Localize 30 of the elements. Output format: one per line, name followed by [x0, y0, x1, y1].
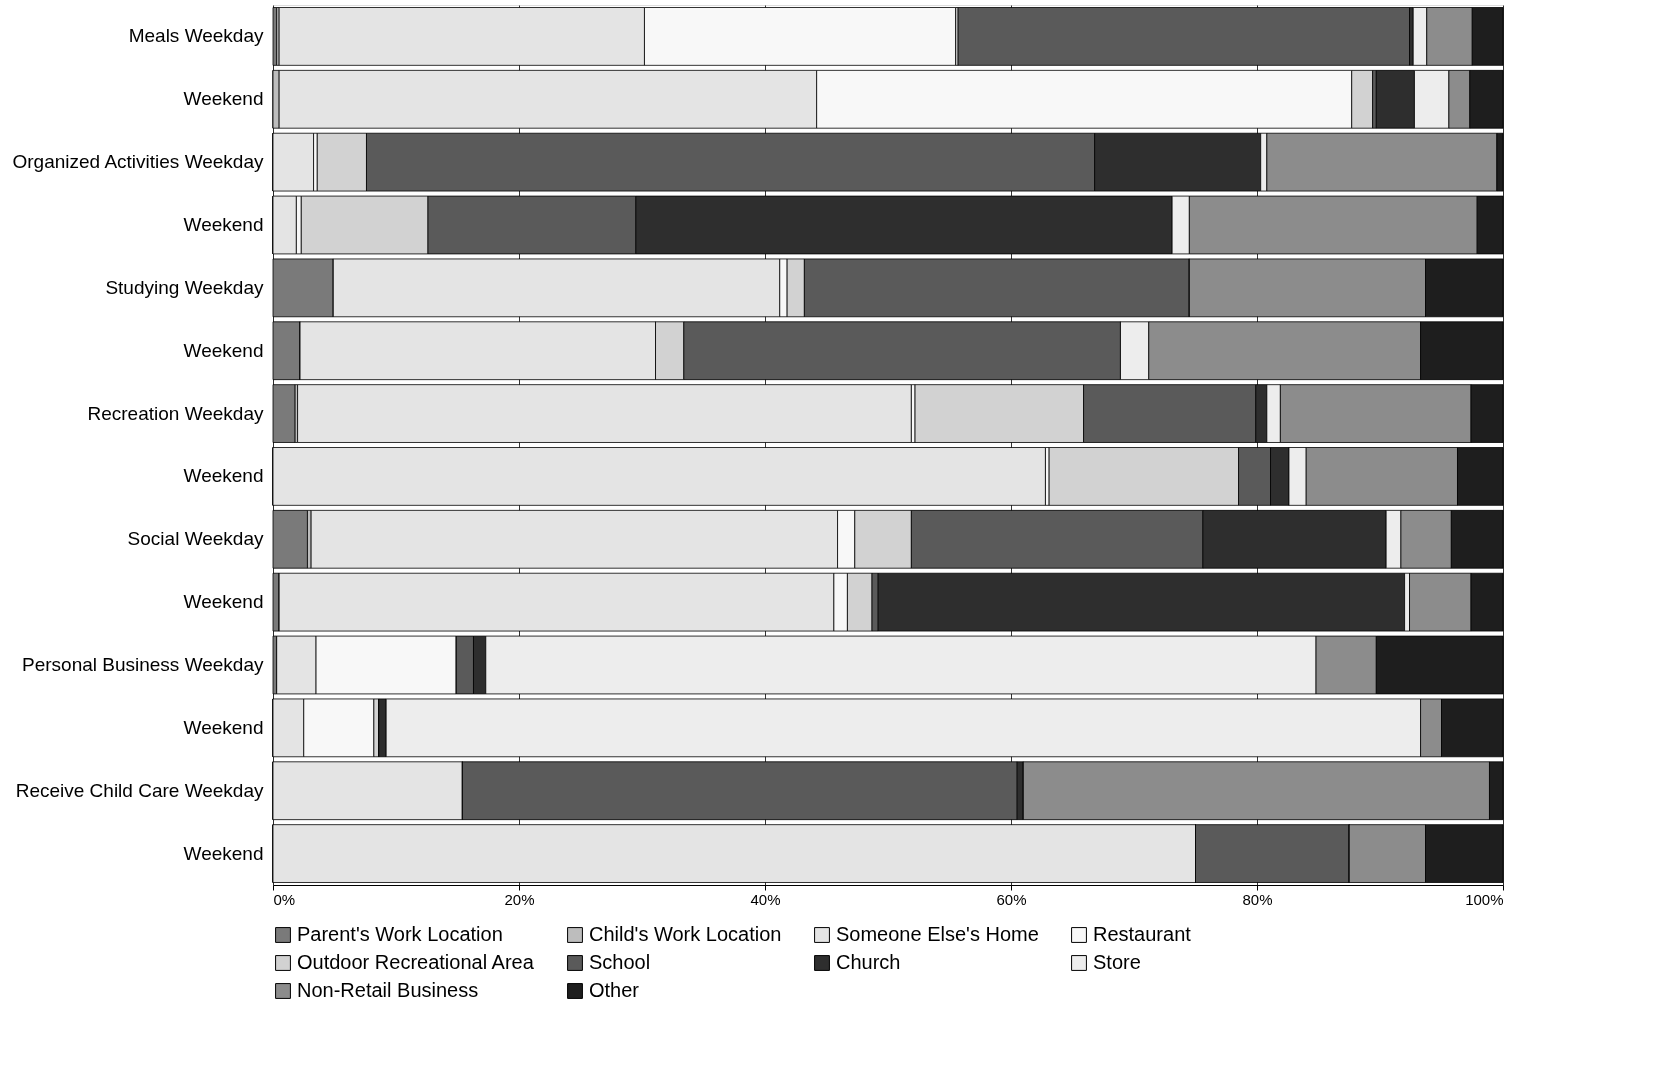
- y-tick-label: Organized Activities Weekday: [12, 151, 264, 173]
- y-tick-label: Weekend: [183, 842, 264, 864]
- y-tick-label: Meals Weekday: [128, 25, 264, 47]
- legend-label: Someone Else's Home: [836, 923, 1039, 945]
- y-tick-label: Recreation Weekday: [87, 402, 264, 424]
- legend-label: School: [589, 951, 651, 973]
- legend-label: Parent's Work Location: [297, 923, 503, 945]
- y-tick-label: Personal Business Weekday: [22, 654, 264, 675]
- y-tick-label: Social Weekday: [127, 528, 264, 550]
- legend-label: Store: [1093, 951, 1141, 973]
- x-tick-label: 0%: [273, 890, 296, 908]
- y-tick-label: Receive Child Care Weekday: [15, 779, 264, 801]
- legend-label: Non-Retail Business: [297, 979, 479, 1001]
- x-tick-label: 40%: [750, 890, 781, 908]
- legend-label: Child's Work Location: [589, 923, 782, 945]
- y-tick-label: Weekend: [183, 88, 264, 110]
- y-tick-label: Weekend: [183, 339, 264, 361]
- legend-label: Other: [589, 979, 640, 1001]
- y-tick-label: Weekend: [183, 214, 264, 235]
- x-tick-label: 60%: [996, 890, 1027, 908]
- x-tick-label: 80%: [1242, 890, 1273, 908]
- legend-label: Church: [836, 951, 901, 973]
- y-tick-label: Weekend: [183, 465, 264, 487]
- x-tick-label: 100%: [1465, 890, 1504, 908]
- x-tick-label: 20%: [504, 890, 535, 908]
- legend-label: Outdoor Recreational Area: [297, 951, 535, 973]
- y-tick-label: Weekend: [183, 591, 264, 613]
- legend-label: Restaurant: [1093, 923, 1192, 945]
- y-tick-label: Weekend: [183, 716, 264, 738]
- y-tick-label: Studying Weekday: [105, 276, 264, 298]
